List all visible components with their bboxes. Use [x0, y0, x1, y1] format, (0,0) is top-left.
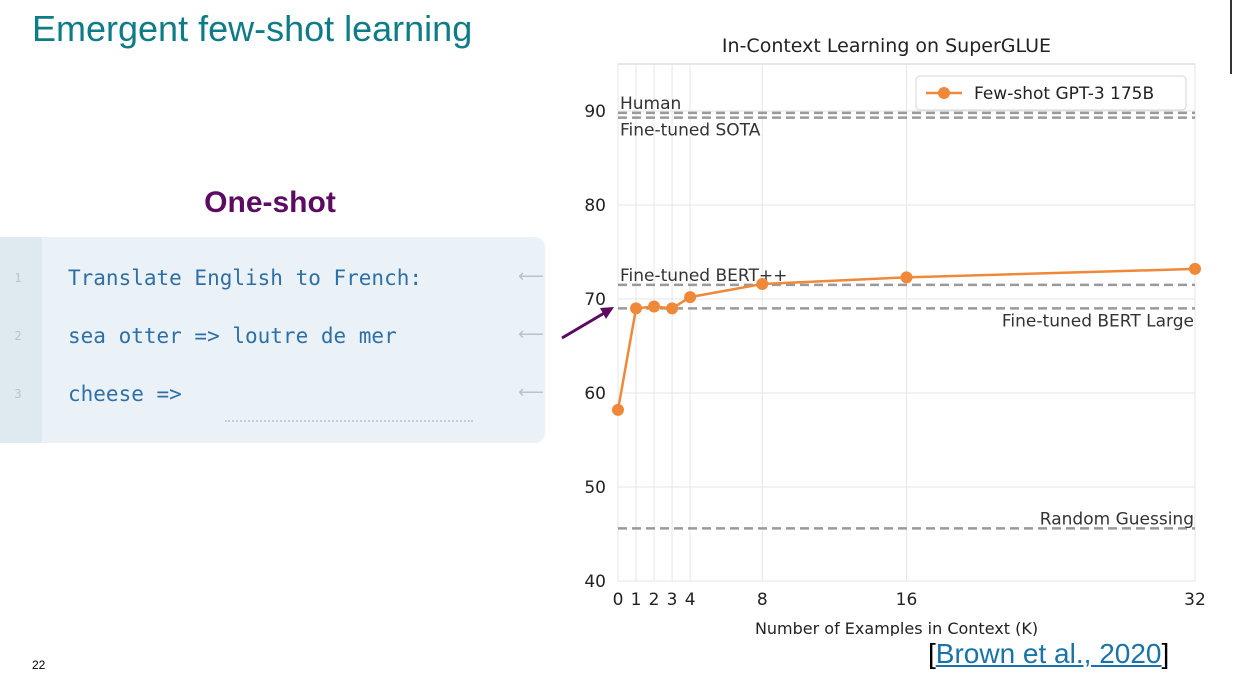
data-point: [900, 271, 913, 284]
x-tick-label: 4: [685, 590, 696, 610]
code-line-1: 1 Translate English to French: ⟵: [0, 263, 545, 293]
pointer-arrow-icon: [561, 307, 614, 340]
y-tick-label: 60: [584, 384, 606, 404]
prompt-code-box: 1 Translate English to French: ⟵ 2 sea o…: [0, 237, 545, 443]
data-point: [756, 277, 769, 290]
data-point: [648, 300, 661, 313]
code-text: Translate English to French:: [68, 266, 423, 290]
data-point: [612, 403, 624, 416]
citation-link[interactable]: Brown et al., 2020: [935, 638, 1162, 669]
reference-line-label: Human: [620, 94, 681, 114]
x-tick-label: 32: [1184, 590, 1206, 610]
x-tick-label: 0: [613, 590, 624, 610]
data-point: [630, 302, 643, 315]
reference-line-label: Random Guessing: [1040, 509, 1194, 529]
y-tick-label: 40: [584, 572, 606, 592]
code-line-2: 2 sea otter => loutre de mer ⟵: [0, 321, 545, 351]
legend-label: Few-shot GPT-3 175B: [974, 84, 1154, 104]
reference-line-label: Fine-tuned SOTA: [620, 121, 761, 141]
line-number: 2: [14, 329, 22, 343]
y-tick-label: 80: [584, 196, 606, 216]
data-point: [1189, 262, 1201, 275]
x-tick-label: 8: [757, 590, 768, 610]
x-tick-label: 3: [667, 590, 678, 610]
line-number: 3: [14, 387, 22, 401]
left-arrow-icon: ⟵: [518, 324, 544, 345]
code-text: cheese =>: [68, 382, 182, 406]
code-text: sea otter => loutre de mer: [68, 324, 397, 348]
code-line-3: 3 cheese => ⟵: [0, 379, 545, 409]
legend-marker: [938, 87, 950, 99]
data-point: [684, 291, 697, 304]
reference-line-label: Fine-tuned BERT++: [620, 266, 787, 286]
x-tick-label: 1: [631, 590, 642, 610]
data-point: [666, 302, 679, 315]
line-number: 1: [14, 271, 22, 285]
answer-placeholder-line: [225, 420, 473, 422]
x-axis-label: Number of Examples in Context (K): [755, 619, 1038, 636]
one-shot-heading: One-shot: [204, 186, 336, 219]
citation-close-bracket: ]: [1161, 638, 1170, 669]
page-number: 22: [32, 658, 46, 672]
y-tick-label: 50: [584, 478, 606, 498]
y-tick-label: 70: [584, 290, 606, 310]
line-number-gutter: [0, 237, 42, 443]
left-arrow-icon: ⟵: [518, 266, 544, 287]
citation-open-bracket: [: [928, 638, 936, 669]
citation: [Brown et al., 2020]: [928, 638, 1169, 670]
y-tick-label: 90: [584, 102, 606, 122]
reference-line-label: Fine-tuned BERT Large: [1002, 311, 1194, 331]
legend-box: [915, 75, 1187, 111]
corner-divider: [1230, 0, 1232, 74]
superglue-chart: 0 1 2 3 4 8 16 32 40 50 60 70 80 90 In-Context Learnin…: [584, 35, 1206, 636]
slide-title: Emergent few-shot learning: [32, 8, 473, 49]
x-tick-label: 2: [649, 590, 660, 610]
chart-title: In-Context Learning on SuperGLUE: [722, 35, 1051, 57]
x-tick-label: 16: [896, 590, 918, 610]
left-arrow-icon: ⟵: [518, 382, 544, 403]
